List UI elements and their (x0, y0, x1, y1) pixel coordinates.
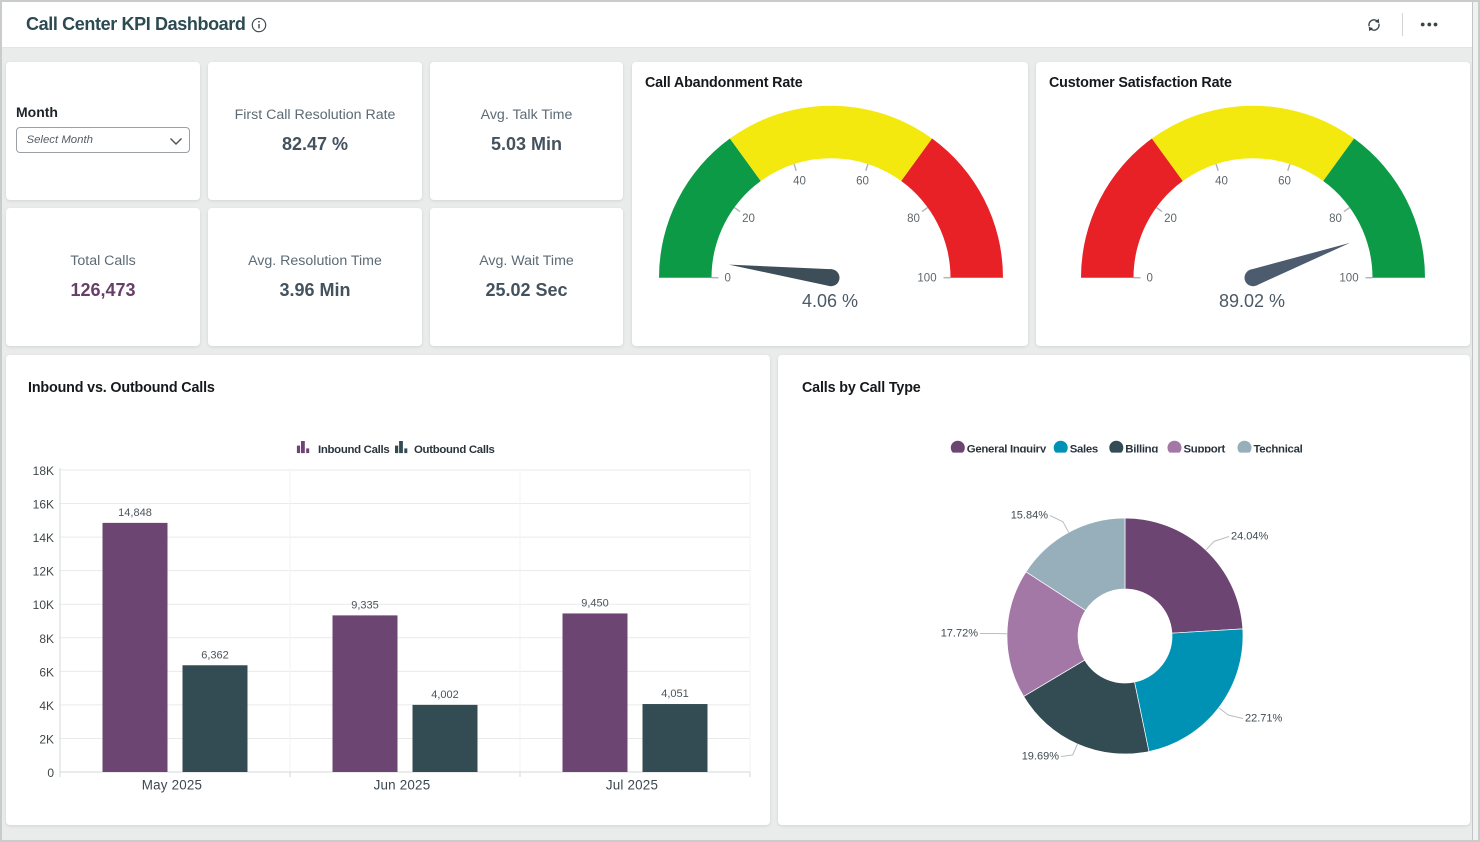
svg-text:0: 0 (1146, 273, 1152, 285)
svg-text:9,335: 9,335 (351, 599, 379, 611)
svg-text:60: 60 (1278, 176, 1291, 188)
svg-text:Support: Support (1184, 444, 1226, 456)
svg-text:Jun 2025: Jun 2025 (374, 778, 431, 793)
svg-text:100: 100 (1339, 273, 1358, 285)
svg-text:0: 0 (47, 766, 54, 780)
svg-text:15.84%: 15.84% (1011, 510, 1049, 522)
svg-text:General Inquiry: General Inquiry (967, 444, 1047, 456)
svg-text:4.06 %: 4.06 % (802, 291, 858, 311)
svg-text:22.71%: 22.71% (1245, 713, 1283, 725)
svg-text:14,848: 14,848 (118, 507, 152, 519)
svg-text:40: 40 (793, 176, 806, 188)
svg-text:14K: 14K (33, 531, 54, 545)
svg-text:89.02 %: 89.02 % (1219, 291, 1285, 311)
svg-text:100: 100 (917, 273, 936, 285)
svg-text:0: 0 (724, 273, 730, 285)
svg-text:Billing: Billing (1125, 444, 1158, 456)
svg-text:40: 40 (1215, 176, 1228, 188)
svg-text:6,362: 6,362 (201, 649, 229, 661)
svg-text:Sales: Sales (1070, 444, 1098, 456)
svg-text:20: 20 (742, 213, 755, 225)
svg-text:4K: 4K (39, 699, 54, 713)
svg-text:Outbound Calls: Outbound Calls (414, 444, 495, 456)
svg-text:18K: 18K (33, 464, 54, 478)
svg-text:9,450: 9,450 (581, 597, 609, 609)
svg-text:12K: 12K (33, 565, 54, 579)
svg-text:80: 80 (907, 213, 920, 225)
svg-text:4,002: 4,002 (431, 689, 459, 701)
svg-text:24.04%: 24.04% (1231, 531, 1269, 543)
svg-text:10K: 10K (33, 598, 54, 612)
svg-text:May 2025: May 2025 (142, 778, 202, 793)
svg-text:16K: 16K (33, 498, 54, 512)
svg-text:Jul 2025: Jul 2025 (606, 778, 658, 793)
svg-text:19.69%: 19.69% (1022, 751, 1060, 763)
svg-text:Inbound Calls: Inbound Calls (318, 444, 389, 456)
svg-text:80: 80 (1329, 213, 1342, 225)
svg-text:17.72%: 17.72% (941, 628, 979, 640)
svg-text:8K: 8K (39, 632, 54, 646)
svg-text:60: 60 (856, 176, 869, 188)
svg-text:Technical: Technical (1254, 444, 1303, 456)
svg-text:2K: 2K (39, 732, 54, 746)
svg-text:4,051: 4,051 (661, 688, 689, 700)
svg-text:20: 20 (1164, 213, 1177, 225)
svg-text:6K: 6K (39, 665, 54, 679)
